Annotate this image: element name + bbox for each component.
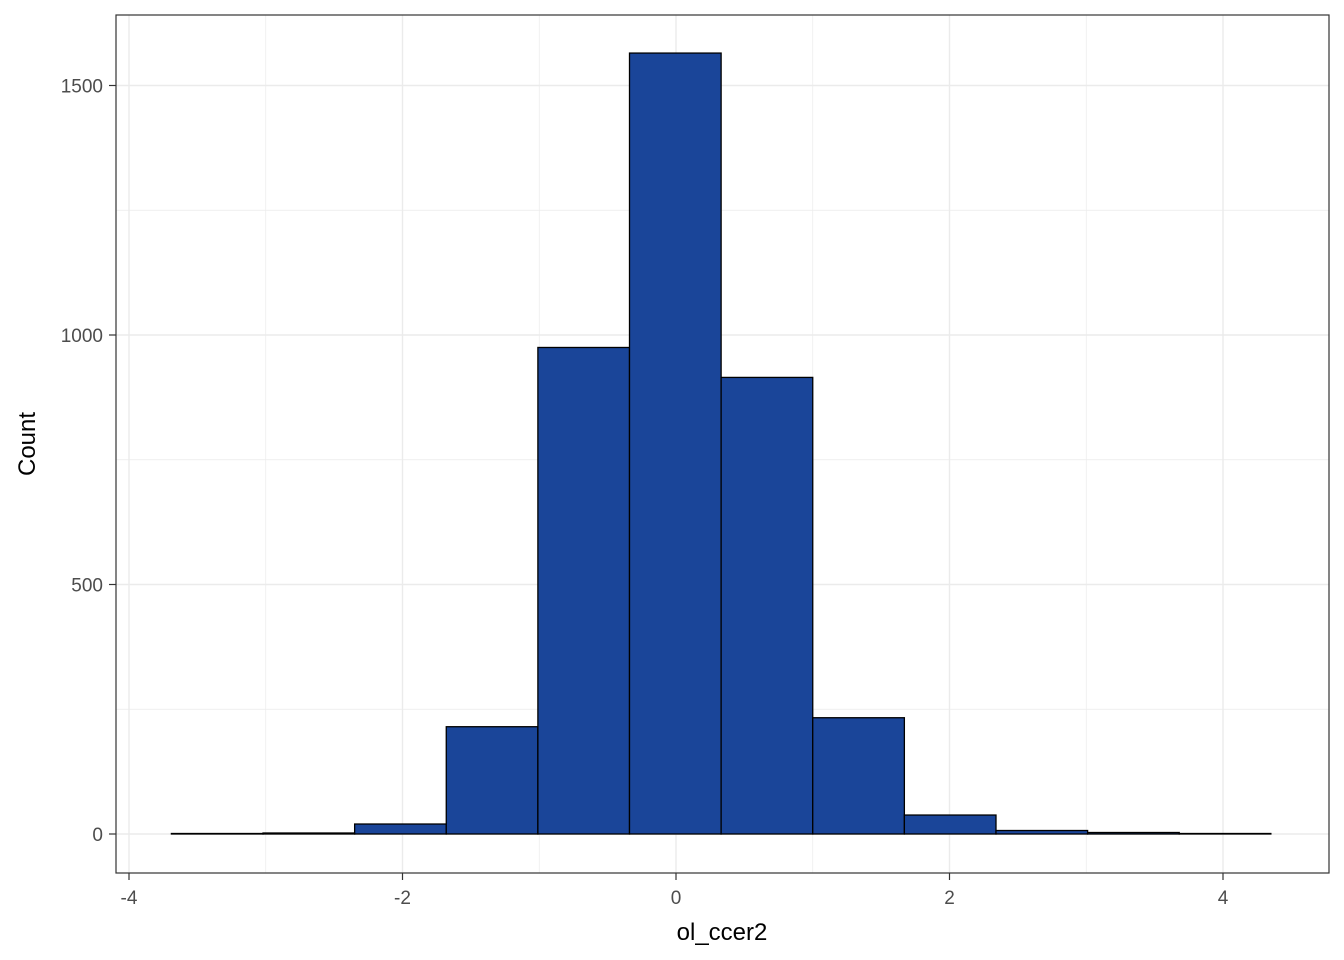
histogram-bar	[720, 376, 814, 835]
x-tick-label: -2	[394, 888, 411, 909]
x-axis-title: ol_ccer2	[677, 919, 768, 946]
y-axis-title: Count	[14, 412, 41, 476]
histogram-bar	[445, 726, 539, 835]
panel-border	[115, 14, 1330, 874]
histogram-bar	[262, 832, 356, 835]
y-tick-label: 1500	[61, 77, 103, 98]
y-tick-label: 500	[71, 576, 103, 597]
histogram-bar	[1086, 831, 1180, 835]
histogram-bar	[1178, 832, 1272, 835]
histogram-bar	[537, 346, 631, 835]
x-tick-label: -4	[121, 888, 138, 909]
histogram-bar	[995, 829, 1089, 835]
histogram-bar	[903, 814, 997, 835]
y-tick-label: 0	[92, 825, 103, 846]
histogram-bar	[170, 832, 264, 835]
histogram-bar	[628, 52, 722, 835]
histogram-bar	[353, 823, 447, 835]
x-axis-ticks: -4 -2 0 2 4	[121, 873, 1229, 909]
x-tick-label: 4	[1218, 888, 1229, 909]
bars	[170, 52, 1272, 835]
x-tick-label: 2	[944, 888, 955, 909]
x-tick-label: 0	[671, 888, 682, 909]
histogram-bar	[812, 717, 906, 835]
y-tick-label: 1000	[61, 326, 103, 347]
y-axis-ticks: 0 500 1000 1500	[61, 77, 116, 846]
